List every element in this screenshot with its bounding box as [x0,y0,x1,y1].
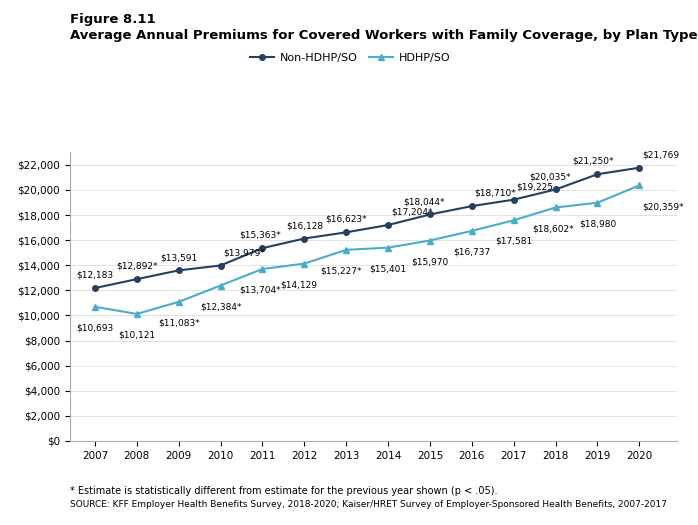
Text: $12,892*: $12,892* [116,262,158,271]
Text: $13,704*: $13,704* [239,286,281,295]
Text: $15,401: $15,401 [369,264,407,274]
Legend: Non-HDHP/SO, HDHP/SO: Non-HDHP/SO, HDHP/SO [246,48,455,67]
Text: $11,083*: $11,083* [158,319,200,328]
Text: $18,710*: $18,710* [475,189,517,198]
Text: Figure 8.11: Figure 8.11 [70,13,156,26]
Text: $21,769: $21,769 [642,150,679,160]
Text: $15,970: $15,970 [411,257,449,266]
Text: * Estimate is statistically different from estimate for the previous year shown : * Estimate is statistically different fr… [70,486,497,496]
Text: $18,044*: $18,044* [403,197,445,206]
Text: $15,227*: $15,227* [320,267,362,276]
Text: $10,693: $10,693 [76,323,114,332]
Text: $14,129: $14,129 [281,280,318,289]
Text: $16,128: $16,128 [285,221,323,230]
Text: SOURCE: KFF Employer Health Benefits Survey, 2018-2020; Kaiser/HRET Survey of Em: SOURCE: KFF Employer Health Benefits Sur… [70,500,667,509]
Text: $12,183: $12,183 [76,271,114,280]
Text: $16,737: $16,737 [453,248,491,257]
Text: $15,363*: $15,363* [239,231,281,240]
Text: $13,979*: $13,979* [223,248,265,257]
Text: $16,623*: $16,623* [325,215,367,224]
Text: Average Annual Premiums for Covered Workers with Family Coverage, by Plan Type, : Average Annual Premiums for Covered Work… [70,29,698,42]
Text: $18,602*: $18,602* [532,224,574,233]
Text: $13,591: $13,591 [160,253,198,262]
Text: $19,225: $19,225 [517,182,554,191]
Text: $10,121: $10,121 [118,331,156,340]
Text: $21,250*: $21,250* [572,157,614,166]
Text: $20,359*: $20,359* [642,202,684,211]
Text: $12,384*: $12,384* [200,302,242,311]
Text: $20,035*: $20,035* [529,172,571,181]
Text: $18,980: $18,980 [579,219,616,228]
Text: $17,581: $17,581 [495,237,533,246]
Text: $17,204*: $17,204* [391,208,432,217]
